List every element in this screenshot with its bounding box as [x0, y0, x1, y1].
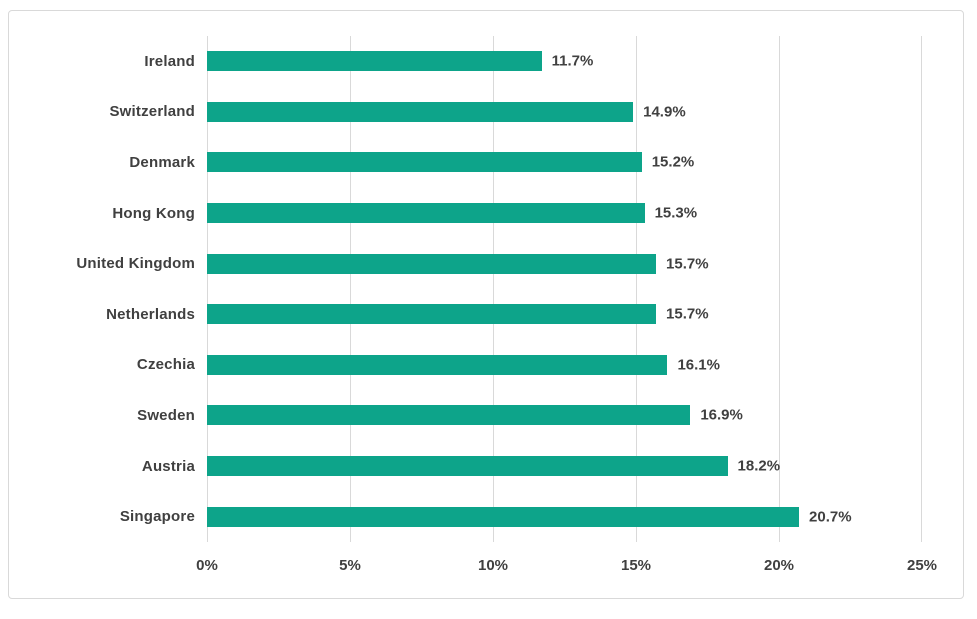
value-label: 15.2% [651, 153, 695, 171]
category-label: Austria [141, 457, 195, 475]
category-label: Netherlands [106, 305, 195, 323]
bar [207, 506, 800, 527]
category-label: Sweden [137, 406, 195, 424]
value-label: 15.7% [666, 305, 709, 323]
bar [207, 304, 657, 325]
bar-rows: 11.7% 14.9% 15.2% 15.3% 15.7% 15.7% 16.1% 16.9%… [207, 36, 922, 542]
y-axis-line [207, 36, 208, 542]
category-label: Hong Kong [112, 204, 195, 222]
value-label: 20.7% [809, 508, 852, 526]
chart: Ireland Switzerland Denmark Hong Kong United… [8, 10, 964, 599]
bar [207, 253, 657, 274]
bar [207, 354, 668, 375]
value-label: 14.9% [643, 103, 686, 121]
x-axis-labels: 0% 5% 10% 15% 20% 25% [196, 554, 937, 578]
value-label: 11.7% [551, 52, 594, 70]
category-label: Denmark [129, 153, 195, 171]
x-axis-tick-label: 20% [763, 557, 795, 574]
bar-row: 16.1% [207, 340, 922, 391]
gridline [636, 36, 637, 542]
category-labels: Ireland Switzerland Denmark Hong Kong United… [19, 36, 195, 542]
bar-row: 20.7% [207, 491, 922, 542]
gridline [921, 36, 922, 542]
bar [207, 405, 691, 426]
value-label: 18.2% [737, 457, 781, 475]
x-axis-tick-label: 0% [196, 557, 218, 574]
gridline [779, 36, 780, 542]
x-axis-tick-label: 25% [906, 557, 938, 574]
bar-row: 11.7% [207, 36, 922, 87]
category-label: Singapore [119, 508, 195, 526]
category-label: Ireland [144, 52, 195, 70]
x-axis-tick-label: 5% [339, 557, 361, 574]
category-label: Switzerland [109, 103, 195, 121]
gridline [493, 36, 494, 542]
plot-area: 11.7% 14.9% 15.2% 15.3% 15.7% 15.7% 16.1% 16.9%… [207, 36, 922, 542]
bar [207, 101, 634, 122]
bar [207, 456, 728, 477]
bar-row: 15.3% [207, 188, 922, 239]
bar-row: 18.2% [207, 441, 922, 492]
bar [207, 203, 645, 224]
value-label: 16.1% [677, 356, 720, 374]
value-label: 16.9% [700, 406, 743, 424]
gridline [350, 36, 351, 542]
category-label: United Kingdom [76, 255, 195, 273]
bar [207, 51, 542, 72]
category-label: Czechia [136, 356, 195, 374]
bar-row: 14.9% [207, 87, 922, 138]
bar-row: 15.2% [207, 137, 922, 188]
bar-row: 15.7% [207, 238, 922, 289]
bar-row: 16.9% [207, 390, 922, 441]
x-axis-tick-label: 15% [620, 557, 652, 574]
bar-row: 15.7% [207, 289, 922, 340]
value-label: 15.3% [654, 204, 698, 222]
bar [207, 152, 642, 173]
value-label: 15.7% [666, 255, 709, 273]
x-axis-tick-label: 10% [477, 557, 509, 574]
gridlines [207, 36, 922, 542]
